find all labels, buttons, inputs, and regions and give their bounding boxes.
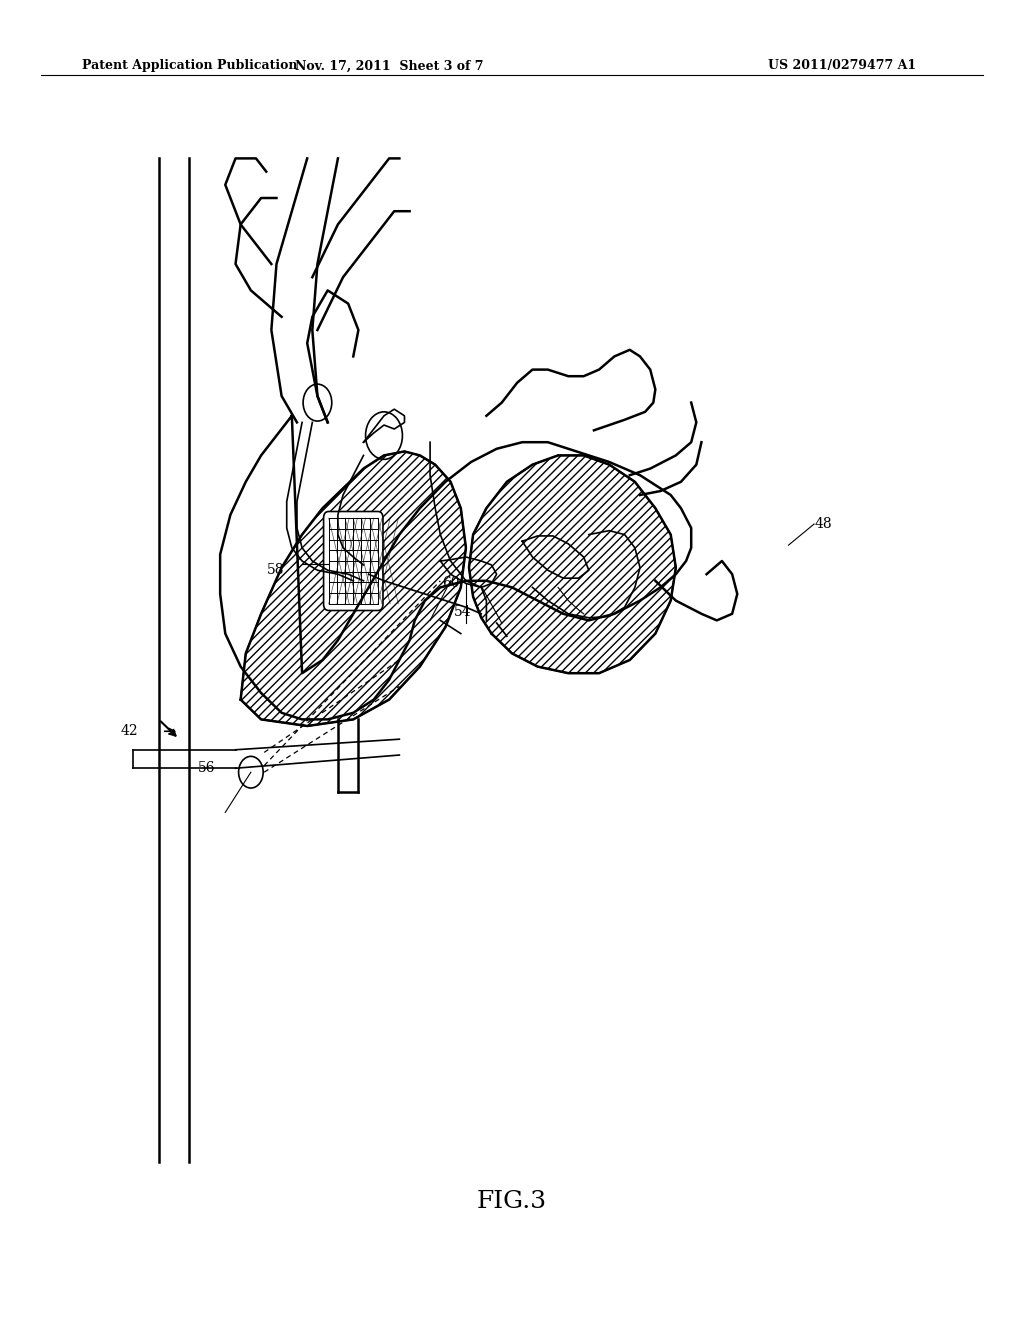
Text: 48: 48 xyxy=(814,517,831,531)
Text: 58: 58 xyxy=(267,564,285,577)
FancyBboxPatch shape xyxy=(324,512,383,610)
Text: 42: 42 xyxy=(121,725,138,738)
Text: FIG.3: FIG.3 xyxy=(477,1189,547,1213)
Polygon shape xyxy=(469,455,676,673)
Text: US 2011/0279477 A1: US 2011/0279477 A1 xyxy=(768,59,916,73)
Text: 56: 56 xyxy=(198,762,215,775)
Text: 54: 54 xyxy=(454,605,471,619)
Text: 60: 60 xyxy=(442,577,460,590)
Text: Nov. 17, 2011  Sheet 3 of 7: Nov. 17, 2011 Sheet 3 of 7 xyxy=(295,59,483,73)
Polygon shape xyxy=(241,451,466,726)
Text: Patent Application Publication: Patent Application Publication xyxy=(82,59,297,73)
